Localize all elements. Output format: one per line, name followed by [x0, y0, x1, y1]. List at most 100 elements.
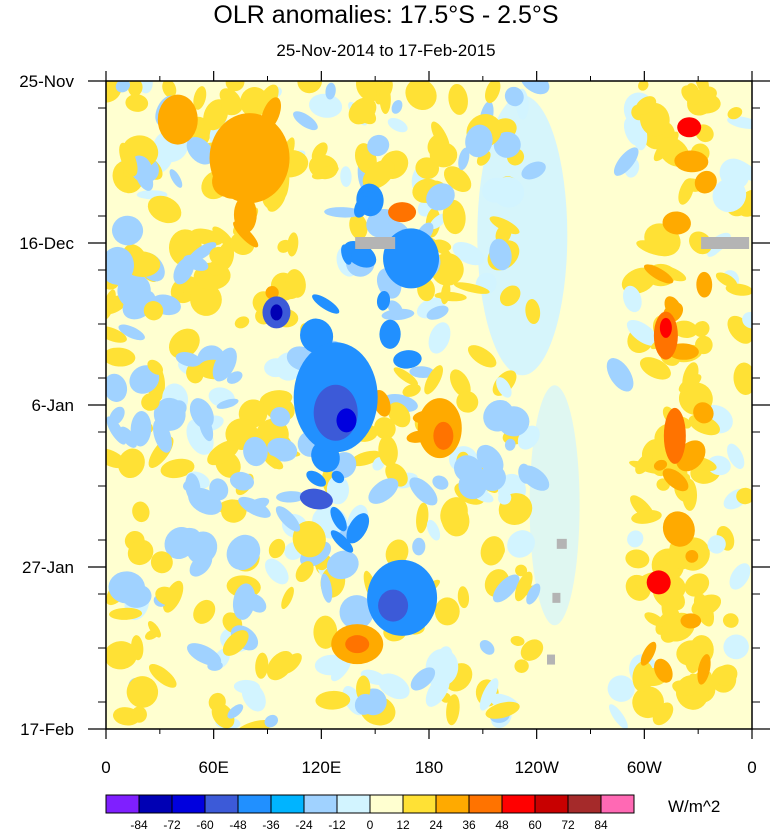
anomaly-blob: [190, 283, 222, 316]
anomaly-blob: [609, 704, 628, 729]
anomaly-blob: [504, 86, 524, 107]
colorbar: -84 -72 -60 -48 -36 -24 -12 0 12 24 36 48 60 72 84: [105, 794, 635, 830]
anomaly-blob: [497, 406, 530, 437]
anomaly-blob: [729, 563, 751, 590]
anomaly-blob: [478, 464, 506, 492]
anomaly-blob: [118, 324, 145, 341]
x-axis: 0 60E 120E 180 120W 60W 0: [101, 71, 757, 777]
anomaly-blob: [425, 674, 450, 707]
anomaly-blob: [697, 654, 711, 685]
anomaly-blob: [693, 402, 714, 424]
anomaly-blob: [233, 221, 259, 248]
anomaly-blob: [493, 131, 521, 158]
colorbar-swatch: [600, 794, 635, 814]
anomaly-core: [157, 94, 198, 145]
anomaly-blob: [234, 316, 250, 329]
anomaly-blob: [514, 571, 533, 602]
anomaly-blob: [199, 414, 214, 442]
anomaly-blob: [127, 539, 154, 566]
colorbar-level-label: 36: [462, 818, 476, 830]
anomaly-blob: [694, 170, 717, 194]
anomaly-blob: [409, 477, 438, 506]
anomaly-blob: [654, 658, 673, 683]
colorbar-level-label: -24: [295, 818, 313, 830]
anomaly-blob: [350, 450, 382, 467]
anomaly-blob: [717, 185, 731, 203]
anomaly-blob: [416, 502, 429, 534]
anomaly-blob: [662, 468, 689, 492]
anomaly-blob: [507, 530, 535, 558]
chart-title: OLR anomalies: 17.5°S - 2.5°S: [213, 1, 559, 29]
anomaly-blob: [141, 393, 160, 411]
anomaly-core: [209, 113, 290, 204]
anomaly-blob: [485, 701, 520, 719]
anomaly-blob: [678, 374, 702, 393]
anomaly-core: [336, 408, 357, 433]
anomaly-blob: [518, 463, 532, 484]
missing-data-patch: [556, 538, 567, 549]
anomaly-blob: [691, 594, 722, 617]
anomaly-blob: [238, 496, 271, 518]
anomaly-blob: [173, 257, 195, 285]
anomaly-blob: [340, 166, 352, 188]
anomaly-blob: [106, 373, 128, 402]
anomaly-blob: [309, 93, 343, 118]
anomaly-blob: [354, 195, 370, 218]
anomaly-blob: [685, 549, 699, 563]
anomaly-blob: [186, 136, 214, 165]
anomaly-blob: [115, 81, 131, 93]
anomaly-blob: [680, 613, 702, 629]
colorbar-level-label: 24: [429, 818, 443, 830]
x-tick-label: 0: [747, 758, 756, 777]
anomaly-blob: [429, 142, 458, 168]
anomaly-blob: [489, 238, 512, 271]
anomaly-blob: [155, 586, 178, 606]
anomaly-core: [663, 407, 686, 464]
anomaly-blob: [638, 81, 649, 91]
anomaly-blob: [314, 654, 348, 676]
missing-data-patch: [355, 237, 396, 249]
x-tick-label: 60E: [199, 758, 229, 777]
anomaly-blob: [257, 84, 279, 114]
anomaly-blob: [277, 239, 292, 253]
anomaly-blob: [412, 537, 426, 556]
anomaly-blob: [106, 416, 127, 445]
colorbar-level-label: -72: [163, 818, 181, 830]
anomaly-blob: [227, 704, 244, 719]
anomaly-blob: [684, 573, 710, 597]
colorbar-swatch: [435, 794, 470, 814]
anomaly-blob: [410, 667, 436, 691]
anomaly-blob: [229, 471, 254, 491]
anomaly-blob: [325, 82, 336, 100]
anomaly-blob: [429, 213, 447, 230]
anomaly-blob: [275, 506, 301, 532]
anomaly-blob: [685, 83, 701, 105]
chart-subtitle: 25-Nov-2014 to 17-Feb-2015: [276, 41, 496, 60]
colorbar-swatch: [237, 794, 272, 814]
anomaly-blob: [424, 365, 443, 395]
anomaly-blob: [216, 398, 239, 409]
anomaly-blob: [232, 583, 256, 620]
anomaly-blob: [130, 411, 152, 447]
anomaly-blob: [644, 612, 665, 627]
anomaly-blob: [186, 643, 222, 666]
x-tick-label: 0: [101, 758, 110, 777]
anomaly-blob: [341, 244, 352, 265]
anomaly-blob: [479, 678, 499, 711]
anomaly-blob: [623, 285, 642, 313]
anomaly-blob: [387, 117, 408, 133]
anomaly-blob: [276, 491, 305, 503]
anomaly-blob: [226, 534, 261, 571]
anomaly-blob: [391, 99, 403, 114]
anomaly-blob: [193, 86, 207, 110]
anomaly-blob: [733, 362, 752, 395]
anomaly-blob: [715, 272, 738, 288]
anomaly-blob: [452, 241, 485, 266]
anomaly-blob: [221, 96, 243, 116]
anomaly-blob: [457, 586, 470, 609]
colorbar-level-label: -48: [229, 818, 247, 830]
colorbar-swatch: [270, 794, 305, 814]
anomaly-blob: [442, 199, 466, 235]
anomaly-blob: [108, 571, 146, 604]
